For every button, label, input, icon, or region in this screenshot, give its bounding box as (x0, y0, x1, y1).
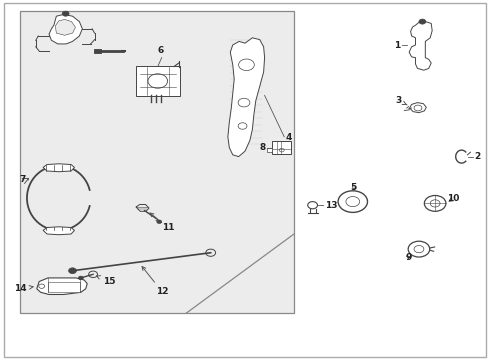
Text: 3: 3 (395, 96, 407, 105)
Text: 7: 7 (20, 175, 26, 184)
Text: 9: 9 (405, 253, 412, 262)
Circle shape (419, 19, 426, 24)
Text: 8: 8 (259, 143, 266, 152)
Text: 4: 4 (286, 133, 292, 142)
Text: 12: 12 (142, 266, 169, 296)
Circle shape (157, 220, 162, 224)
Circle shape (78, 276, 83, 280)
Bar (48, 282, 80, 292)
Text: 5: 5 (351, 184, 357, 192)
Text: 10: 10 (447, 194, 459, 203)
FancyBboxPatch shape (136, 66, 180, 96)
Text: 13: 13 (325, 201, 338, 210)
Polygon shape (37, 278, 87, 294)
Bar (20, 11, 294, 313)
Text: 11: 11 (150, 213, 174, 232)
Text: 1: 1 (393, 40, 400, 49)
Polygon shape (228, 38, 265, 157)
Polygon shape (410, 103, 426, 113)
Bar (272, 141, 291, 154)
Circle shape (62, 11, 69, 16)
Polygon shape (49, 14, 82, 44)
Bar (267, 148, 272, 152)
Polygon shape (43, 227, 74, 235)
Polygon shape (43, 164, 74, 172)
Text: 6: 6 (158, 46, 164, 55)
Text: 15: 15 (97, 276, 116, 286)
Text: 2: 2 (474, 152, 481, 161)
Polygon shape (409, 22, 432, 70)
Text: 14: 14 (14, 284, 33, 293)
Polygon shape (55, 19, 75, 35)
Circle shape (69, 268, 76, 274)
